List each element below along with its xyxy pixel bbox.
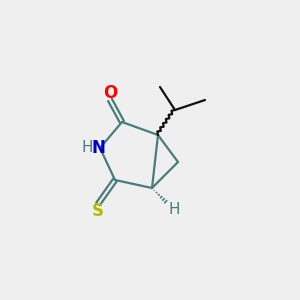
Text: S: S: [92, 202, 104, 220]
Text: N: N: [91, 139, 105, 157]
Text: H: H: [168, 202, 180, 217]
Text: O: O: [103, 84, 117, 102]
Text: H: H: [81, 140, 93, 155]
